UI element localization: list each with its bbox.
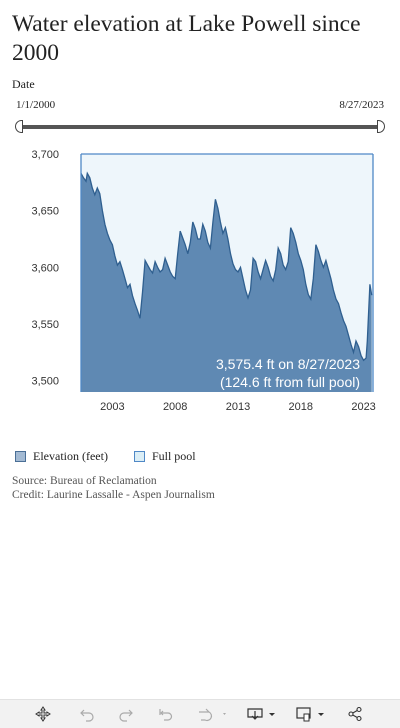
y-axis: 3,500 3,550 3,600 3,650 3,700 bbox=[31, 149, 59, 388]
y-tick-label: 3,600 bbox=[31, 262, 59, 274]
annotation-distance-from-full-pool: (124.6 ft from full pool) bbox=[220, 374, 360, 390]
refresh-icon[interactable] bbox=[194, 705, 230, 723]
elevation-line bbox=[80, 171, 373, 362]
date-range-slider-track[interactable] bbox=[20, 125, 381, 129]
credit-line: Credit: Laurine Lassalle - Aspen Journal… bbox=[12, 489, 215, 501]
source-line: Source: Bureau of Reclamation bbox=[12, 475, 157, 487]
y-tick-label: 3,650 bbox=[31, 206, 59, 218]
device-layout-icon[interactable] bbox=[295, 705, 327, 723]
x-axis: 2003 2008 2013 2018 2023 bbox=[100, 401, 376, 413]
source-note: Source: Bureau of Reclamation Credit: La… bbox=[12, 474, 215, 502]
legend-item-elevation[interactable]: Elevation (feet) bbox=[15, 449, 108, 464]
download-icon[interactable] bbox=[246, 705, 278, 723]
x-tick-label: 2008 bbox=[163, 401, 187, 413]
legend: Elevation (feet) Full pool bbox=[15, 449, 222, 464]
legend-swatch-full-pool bbox=[133, 451, 145, 462]
legend-item-full-pool[interactable]: Full pool bbox=[133, 449, 196, 464]
date-range-start: 1/1/2000 bbox=[16, 99, 56, 111]
legend-label-elevation: Elevation (feet) bbox=[33, 449, 108, 463]
date-filter-label: Date bbox=[12, 77, 35, 91]
elevation-area bbox=[81, 173, 372, 392]
annotation-current-elevation: 3,575.4 ft on 8/27/2023 bbox=[216, 356, 360, 372]
x-tick-label: 2018 bbox=[289, 401, 313, 413]
toolbar bbox=[0, 699, 400, 728]
date-range-end: 8/27/2023 bbox=[339, 99, 384, 111]
x-tick-label: 2023 bbox=[351, 401, 375, 413]
y-tick-label: 3,500 bbox=[31, 376, 59, 388]
move-icon[interactable] bbox=[34, 705, 52, 723]
y-tick-label: 3,550 bbox=[31, 319, 59, 331]
legend-swatch-elevation bbox=[15, 451, 26, 462]
y-tick-label: 3,700 bbox=[31, 149, 59, 161]
share-icon[interactable] bbox=[346, 705, 364, 723]
chart-title: Water elevation at Lake Powell since 200… bbox=[12, 11, 361, 66]
date-range-end-handle[interactable] bbox=[377, 120, 385, 133]
revert-icon[interactable] bbox=[157, 705, 175, 723]
undo-icon[interactable] bbox=[78, 705, 96, 723]
x-tick-label: 2003 bbox=[100, 401, 124, 413]
x-tick-label: 2013 bbox=[226, 401, 250, 413]
redo-icon[interactable] bbox=[117, 705, 135, 723]
date-range-start-handle[interactable] bbox=[15, 120, 23, 133]
legend-label-full-pool: Full pool bbox=[151, 449, 196, 463]
